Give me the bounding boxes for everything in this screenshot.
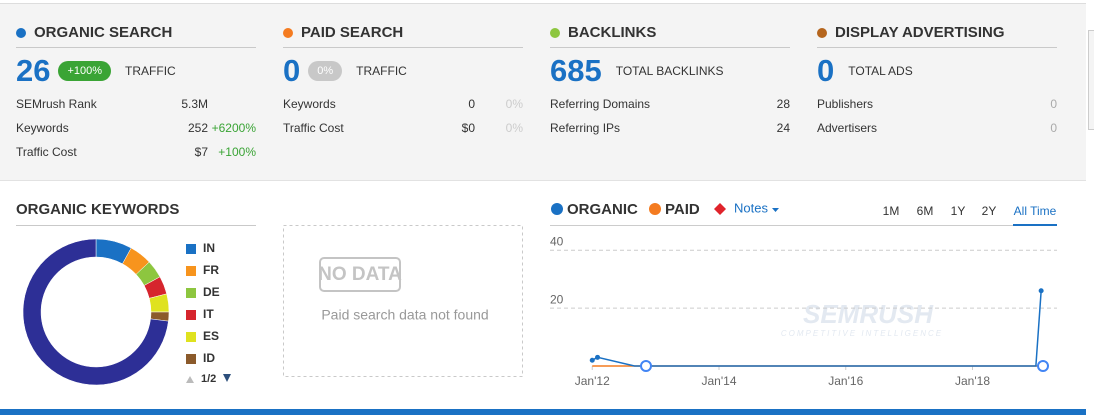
row-value: 0 [1050, 97, 1057, 111]
row-label: Traffic Cost [16, 145, 77, 159]
rule [550, 47, 790, 48]
value-label: TRAFFIC [125, 64, 176, 78]
y-tick-label: 40 [550, 234, 564, 248]
legend-label: PAID [665, 201, 700, 218]
row-value: 28 [776, 97, 790, 111]
x-tick-label: Jan'18 [955, 374, 990, 388]
legend-label: ES [203, 329, 219, 343]
notes[interactable]: Notes [734, 200, 768, 215]
big-value: 26 [16, 53, 51, 88]
row-change: +100% [218, 145, 256, 159]
badge: 0% [308, 61, 343, 81]
pager-prev[interactable] [186, 376, 194, 383]
donut-slice [22, 238, 169, 386]
row-value: 5.3M [181, 97, 208, 111]
dot [817, 28, 827, 38]
column-title: DISPLAY ADVERTISING [835, 24, 1005, 41]
watermark-sub: COMPETITIVE INTELLIGENCE [781, 329, 943, 338]
legend-label: ID [203, 351, 215, 365]
watermark: SEMRUSH [803, 299, 934, 329]
row-label: Keywords [16, 121, 69, 135]
big-value: 0 [817, 53, 835, 88]
row-change: 0% [505, 121, 523, 135]
column-title: PAID SEARCH [301, 24, 404, 41]
value-line: 26 +100% TRAFFIC [16, 53, 176, 89]
legend-swatch [186, 354, 196, 364]
legend-label: ORGANIC [567, 201, 638, 218]
range-button[interactable]: All Time [1014, 204, 1057, 218]
no-data: NO DATA [318, 264, 402, 285]
footer-bar [0, 409, 1086, 415]
point [589, 357, 595, 363]
value-line: 0 TOTAL ADS [817, 53, 913, 89]
legend-swatch [186, 244, 196, 254]
row-value: 24 [776, 121, 790, 135]
legend-label: DE [203, 285, 220, 299]
row-label: Referring IPs [550, 121, 621, 135]
notes-caret [772, 208, 779, 212]
legend-swatch [186, 288, 196, 298]
dot [550, 28, 560, 38]
legend-label: FR [203, 263, 219, 277]
note-marker[interactable] [640, 360, 652, 372]
pager-next[interactable] [223, 374, 231, 382]
legend-label: IN [203, 241, 215, 255]
empty-message: Paid search data not found [321, 307, 488, 323]
summary-panel [0, 3, 1086, 181]
x-tick-label: Jan'12 [575, 374, 610, 388]
row-label: Keywords [283, 97, 336, 111]
column-title: BACKLINKS [568, 24, 657, 41]
big-value: 0 [283, 53, 301, 88]
value-label: TOTAL BACKLINKS [615, 64, 724, 78]
row-label: Publishers [817, 97, 874, 111]
range-button[interactable]: 6M [917, 204, 934, 218]
column-title: ORGANIC SEARCH [34, 24, 173, 41]
legend-swatch [186, 266, 196, 276]
pager: 1/2 [201, 373, 216, 385]
legend-label: IT [203, 307, 214, 321]
row-change: 0% [505, 97, 523, 111]
row-change: +6200% [211, 121, 256, 135]
row-value: $0 [461, 121, 475, 135]
value-label: TRAFFIC [356, 64, 407, 78]
dot [283, 28, 293, 38]
section-title: ORGANIC KEYWORDS [16, 201, 179, 218]
legend-dot [649, 203, 661, 215]
row-label: Advertisers [817, 121, 878, 135]
empty-panel [283, 225, 523, 377]
row-value: 0 [1050, 121, 1057, 135]
dot [16, 28, 26, 38]
no-data-badge [319, 257, 401, 292]
big-value: 685 [550, 53, 602, 88]
value-line: 0 0% TRAFFIC [283, 53, 407, 89]
range-button[interactable]: 1Y [951, 204, 966, 218]
legend-dot [551, 203, 563, 215]
scrollbar[interactable] [1088, 30, 1094, 130]
row-label: Traffic Cost [283, 121, 344, 135]
range-button[interactable]: 2Y [982, 204, 997, 218]
point [1038, 288, 1044, 294]
x-tick-label: Jan'16 [828, 374, 863, 388]
y-tick-label: 20 [550, 292, 564, 306]
row-value: 252 [187, 121, 208, 135]
rule [817, 47, 1057, 48]
row-label: Referring Domains [550, 97, 651, 111]
note-marker[interactable] [1037, 360, 1049, 372]
point [595, 354, 601, 360]
value-line: 685 TOTAL BACKLINKS [550, 53, 724, 89]
x-tick-label: Jan'14 [702, 374, 737, 388]
rule [16, 47, 256, 48]
badge: +100% [58, 61, 112, 81]
row-value: 0 [468, 97, 475, 111]
legend-swatch [186, 310, 196, 320]
notes-diamond [714, 203, 726, 215]
legend-swatch [186, 332, 196, 342]
range-button[interactable]: 1M [883, 204, 900, 218]
row-value: $7 [194, 145, 208, 159]
rule [283, 47, 523, 48]
value-label: TOTAL ADS [848, 64, 913, 78]
row-label: SEMrush Rank [16, 97, 97, 111]
